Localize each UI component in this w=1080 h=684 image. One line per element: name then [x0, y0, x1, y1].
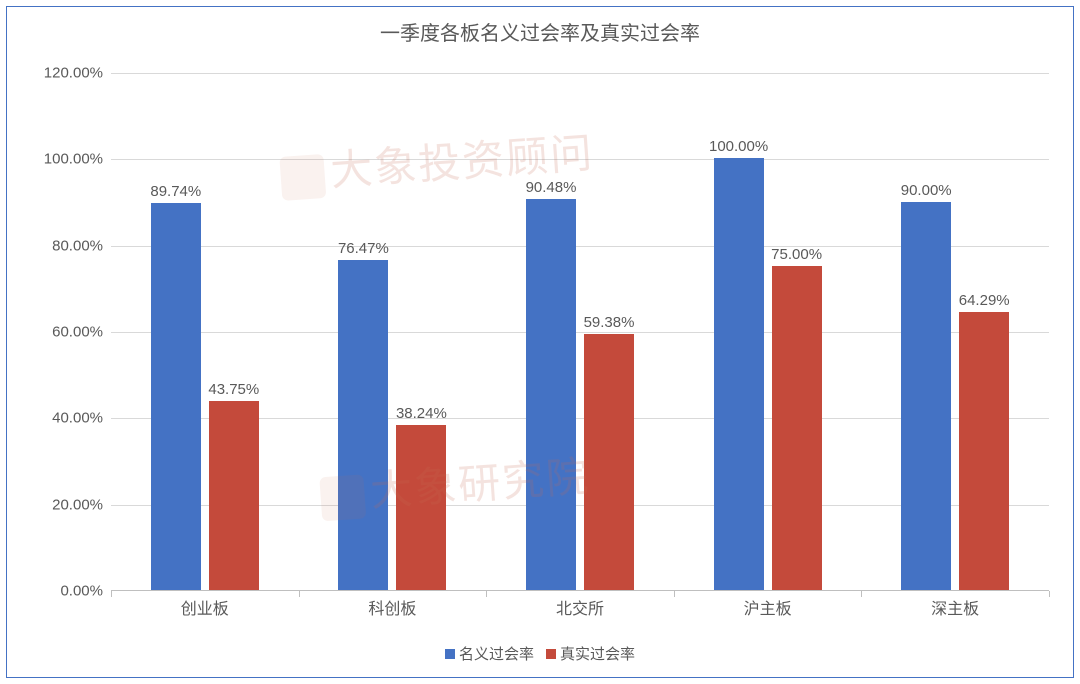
bar-value-label: 90.48%: [526, 179, 577, 200]
y-axis-label: 100.00%: [13, 151, 103, 168]
bar-value-label: 43.75%: [208, 381, 259, 402]
legend-item: 名义过会率: [445, 643, 534, 664]
bar: [151, 203, 201, 590]
chart-title: 一季度各板名义过会率及真实过会率: [7, 7, 1073, 46]
bar: [584, 334, 634, 590]
bar-value-label: 75.00%: [771, 246, 822, 267]
x-axis-tick: [111, 591, 112, 597]
bar: [338, 260, 388, 590]
bar-value-label: 89.74%: [150, 183, 201, 204]
legend-label: 名义过会率: [459, 643, 534, 664]
x-axis-tick: [1049, 591, 1050, 597]
bar: [772, 266, 822, 590]
y-axis-label: 80.00%: [13, 237, 103, 254]
gridline: [111, 73, 1049, 74]
bar-value-label: 59.38%: [584, 314, 635, 335]
bar-value-label: 90.00%: [901, 182, 952, 203]
bar: [526, 199, 576, 590]
bar: [901, 202, 951, 591]
legend-item: 真实过会率: [546, 643, 635, 664]
x-axis-tick: [861, 591, 862, 597]
legend: 名义过会率 真实过会率: [7, 643, 1073, 664]
bar: [209, 401, 259, 590]
y-axis-label: 0.00%: [13, 583, 103, 600]
y-axis-label: 60.00%: [13, 324, 103, 341]
y-axis-label: 120.00%: [13, 65, 103, 82]
legend-swatch: [445, 649, 455, 659]
bar-value-label: 38.24%: [396, 405, 447, 426]
gridline: [111, 159, 1049, 160]
y-axis-label: 20.00%: [13, 496, 103, 513]
x-axis-label: 创业板: [181, 595, 229, 619]
bar: [714, 158, 764, 590]
bar-value-label: 100.00%: [709, 138, 768, 159]
bar-value-label: 76.47%: [338, 240, 389, 261]
x-axis-label: 深主板: [931, 595, 979, 619]
legend-label: 真实过会率: [560, 643, 635, 664]
bar-value-label: 64.29%: [959, 292, 1010, 313]
x-axis-tick: [674, 591, 675, 597]
x-axis-label: 沪主板: [744, 595, 792, 619]
legend-swatch: [546, 649, 556, 659]
bar: [959, 312, 1009, 590]
x-axis-label: 科创板: [368, 595, 416, 619]
y-axis-label: 40.00%: [13, 410, 103, 427]
chart-frame: 一季度各板名义过会率及真实过会率 89.74% 43.75% 76.47% 38.24…: [6, 6, 1074, 678]
x-axis-label: 北交所: [556, 595, 604, 619]
x-axis-tick: [299, 591, 300, 597]
plot-area: 89.74% 43.75% 76.47% 38.24% 90.48% 59.38% 100.…: [111, 73, 1049, 591]
x-axis-tick: [486, 591, 487, 597]
bar: [396, 425, 446, 590]
